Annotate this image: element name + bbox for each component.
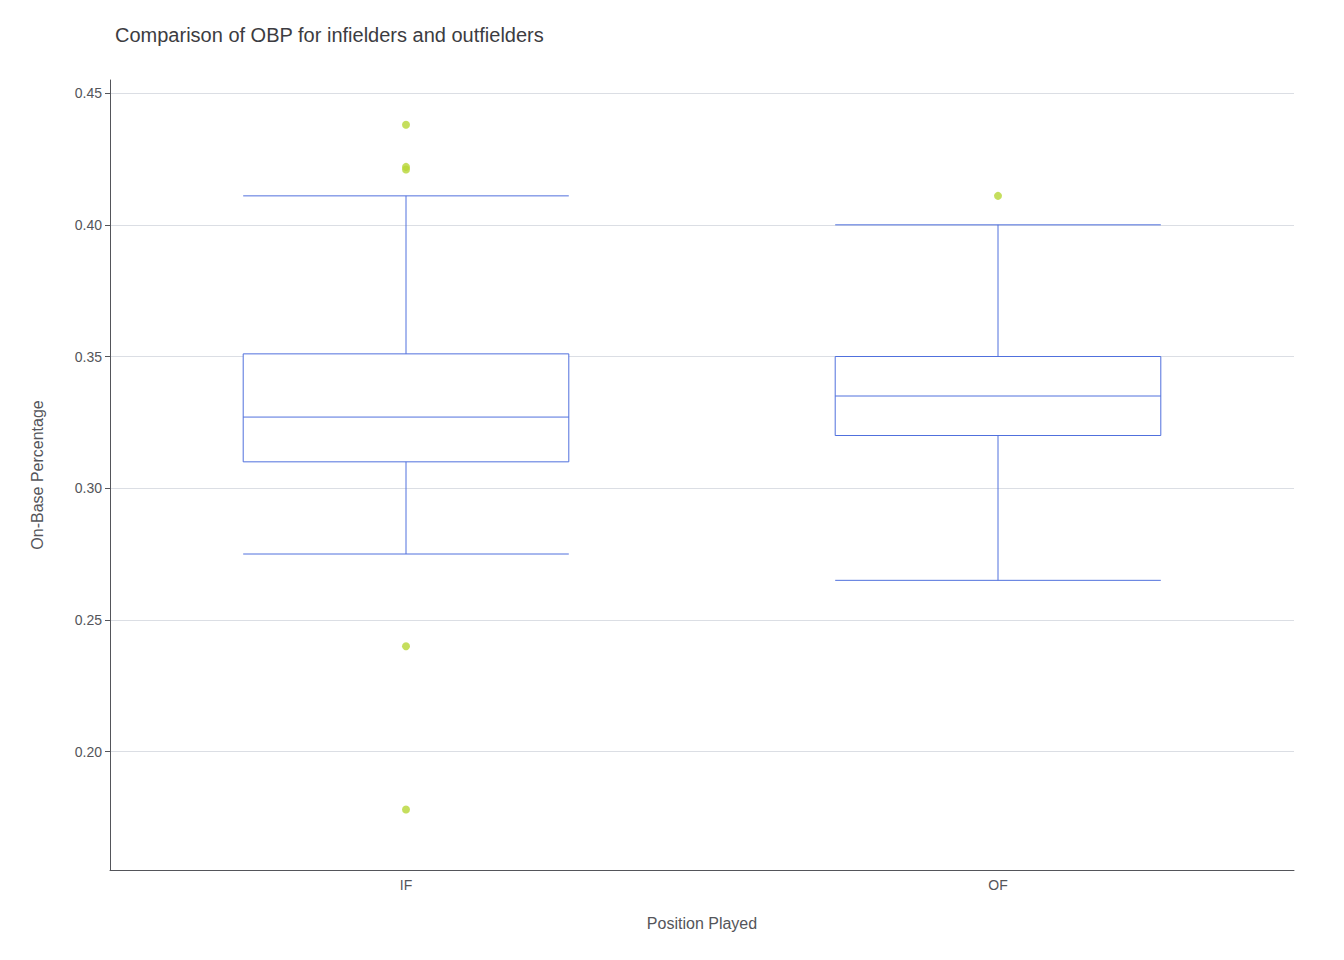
svg-text:0.35: 0.35 — [75, 349, 102, 365]
svg-text:0.30: 0.30 — [75, 480, 102, 496]
svg-text:0.25: 0.25 — [75, 612, 102, 628]
svg-text:Position Played: Position Played — [647, 915, 757, 932]
svg-text:0.20: 0.20 — [75, 744, 102, 760]
svg-text:0.45: 0.45 — [75, 85, 102, 101]
svg-text:Comparison of OBP for infielde: Comparison of OBP for infielders and out… — [115, 24, 544, 46]
svg-text:IF: IF — [400, 877, 412, 893]
svg-text:On-Base Percentage: On-Base Percentage — [29, 400, 46, 550]
svg-text:0.40: 0.40 — [75, 217, 102, 233]
svg-text:OF: OF — [988, 877, 1007, 893]
